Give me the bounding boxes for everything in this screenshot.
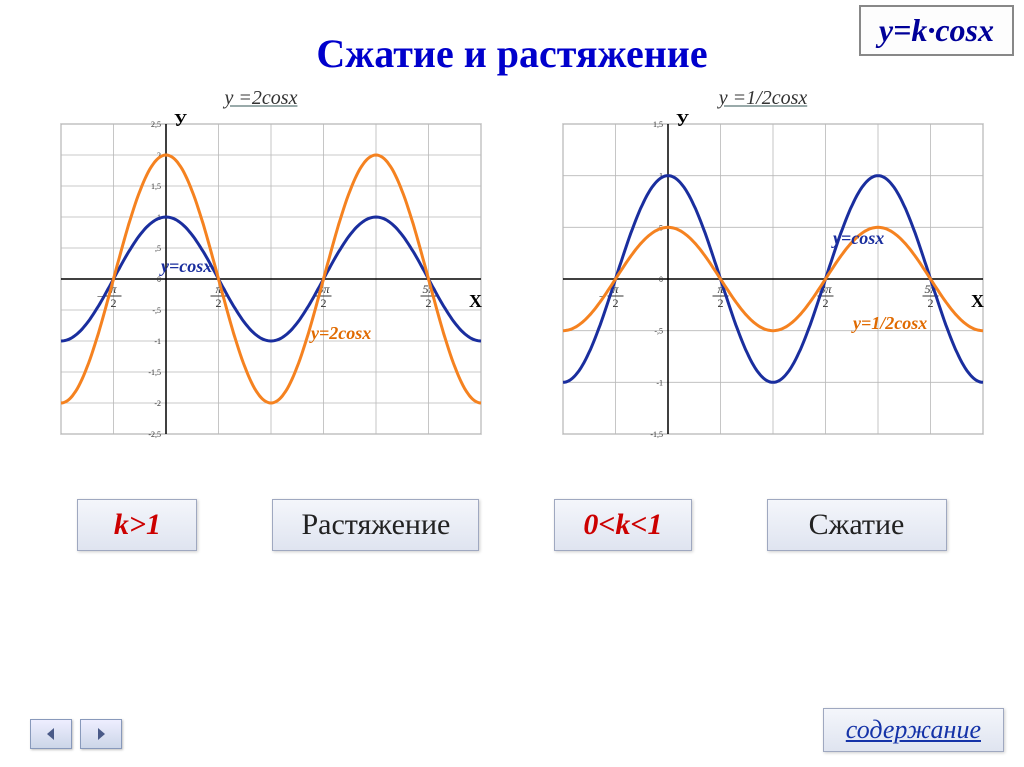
svg-text:2,5: 2,5 — [151, 120, 161, 129]
next-button[interactable] — [80, 719, 122, 749]
chart-left-caption: y =2cosx — [21, 87, 501, 110]
arrow-right-icon — [93, 726, 109, 742]
svg-text:2: 2 — [718, 296, 724, 310]
svg-text:-,5: -,5 — [654, 327, 663, 336]
svg-text:2: 2 — [216, 296, 222, 310]
svg-text:2: 2 — [426, 296, 432, 310]
svg-text:X: X — [971, 291, 984, 311]
svg-text:2: 2 — [111, 296, 117, 310]
stretch-button[interactable]: Растяжение — [272, 499, 479, 551]
compress-button[interactable]: Сжатие — [767, 499, 947, 551]
charts-container: y =2cosx -2,5-2-1,5-1-,50,511,522,5–π2π2… — [0, 87, 1024, 449]
svg-text:0: 0 — [157, 275, 161, 284]
k-greater-1-button[interactable]: k>1 — [77, 499, 197, 551]
svg-text:y=2cosx: y=2cosx — [309, 323, 371, 343]
svg-text:У: У — [174, 114, 187, 130]
contents-link[interactable]: содержание — [823, 708, 1004, 752]
svg-text:X: X — [469, 291, 482, 311]
svg-text:0: 0 — [659, 275, 663, 284]
chart-left: -2,5-2-1,5-1-,50,511,522,5–π2π23π25π2XУy… — [21, 114, 491, 444]
svg-text:-1,5: -1,5 — [148, 368, 161, 377]
svg-text:-1: -1 — [154, 337, 161, 346]
k-less-1-button[interactable]: 0<k<1 — [554, 499, 691, 551]
svg-text:У: У — [676, 114, 689, 130]
prev-button[interactable] — [30, 719, 72, 749]
arrow-left-icon — [43, 726, 59, 742]
svg-text:1,5: 1,5 — [653, 120, 663, 129]
svg-text:-,5: -,5 — [152, 306, 161, 315]
svg-text:y=cosx: y=cosx — [831, 228, 884, 248]
svg-text:-1: -1 — [656, 378, 663, 387]
svg-text:2: 2 — [613, 296, 619, 310]
chart-right: -1,5-1-,50,511,5–π2π23π25π2XУy=cosxy=1/2… — [523, 114, 993, 444]
svg-text:-2: -2 — [154, 399, 161, 408]
svg-text:-2,5: -2,5 — [148, 430, 161, 439]
formula-box: y=k·cosx — [859, 5, 1014, 56]
nav-area — [30, 719, 122, 749]
svg-text:1,5: 1,5 — [151, 182, 161, 191]
svg-text:,5: ,5 — [155, 244, 161, 253]
svg-text:2: 2 — [321, 296, 327, 310]
buttons-row: k>1 Растяжение 0<k<1 Сжатие — [0, 499, 1024, 551]
svg-text:2: 2 — [928, 296, 934, 310]
svg-text:y=1/2cosx: y=1/2cosx — [851, 313, 927, 333]
svg-text:-1,5: -1,5 — [650, 430, 663, 439]
svg-text:2: 2 — [823, 296, 829, 310]
chart-left-block: y =2cosx -2,5-2-1,5-1-,50,511,522,5–π2π2… — [21, 87, 501, 449]
chart-right-block: y =1/2cosx -1,5-1-,50,511,5–π2π23π25π2XУ… — [523, 87, 1003, 449]
chart-right-caption: y =1/2cosx — [523, 87, 1003, 110]
svg-text:y=cosx: y=cosx — [159, 256, 212, 276]
